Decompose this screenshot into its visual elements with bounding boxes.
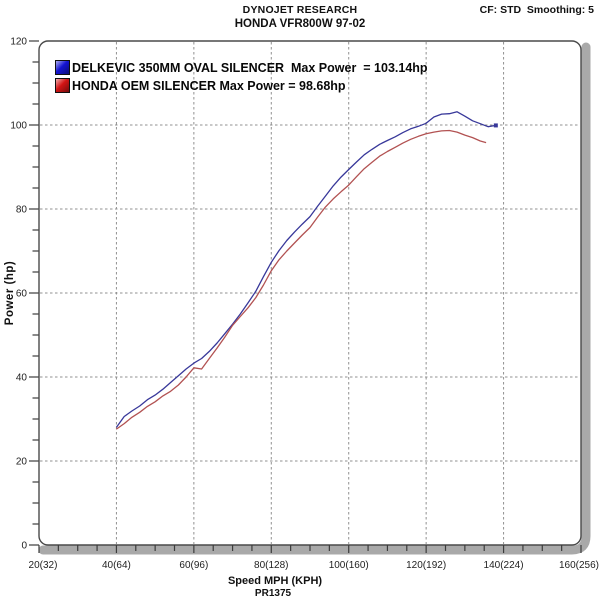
y-tick-label: 120	[10, 37, 27, 48]
power-curve-delkevic	[115, 111, 496, 428]
x-tick-label: 100(160)	[329, 560, 369, 571]
power-curve-honda-oem	[116, 129, 487, 430]
legend-item-delkevic: DELKEVIC 350MM OVAL SILENCER Max Power =…	[55, 59, 428, 76]
legend-label-honda-oem: HONDA OEM SILENCER Max Power = 98.68hp	[72, 78, 346, 93]
y-tick-label: 60	[16, 289, 28, 300]
x-tick-label: 160(256)	[559, 560, 599, 571]
chart-legend: DELKEVIC 350MM OVAL SILENCER Max Power =…	[55, 59, 428, 95]
x-tick-label: 20(32)	[29, 560, 58, 571]
chart-title-line1: DYNOJET RESEARCH	[242, 4, 358, 16]
x-axis-title: Speed MPH (KPH)	[227, 575, 323, 587]
axis-shadow-bar	[38, 42, 591, 555]
y-axis-title: Power (hp)	[4, 260, 16, 326]
legend-label-delkevic: DELKEVIC 350MM OVAL SILENCER Max Power =…	[72, 60, 428, 75]
y-tick-label: 0	[21, 541, 27, 552]
y-tick-label: 80	[16, 205, 28, 216]
curve-end-marker	[493, 123, 498, 128]
legend-swatch-blue	[55, 60, 70, 75]
run-id: PR1375	[254, 588, 292, 599]
y-tick-label: 100	[10, 121, 27, 132]
legend-item-honda-oem: HONDA OEM SILENCER Max Power = 98.68hp	[55, 77, 428, 94]
y-tick-label: 20	[16, 457, 28, 468]
x-tick-label: 80(128)	[254, 560, 288, 571]
y-tick-label: 40	[16, 373, 28, 384]
x-tick-label: 120(192)	[406, 560, 446, 571]
x-tick-label: 140(224)	[484, 560, 524, 571]
x-tick-label: 60(96)	[179, 560, 208, 571]
chart-title-line2: HONDA VFR800W 97-02	[234, 18, 366, 30]
legend-swatch-red	[55, 78, 70, 93]
correction-smoothing-settings: CF: STD Smoothing: 5	[479, 4, 594, 16]
x-tick-label: 40(64)	[102, 560, 131, 571]
